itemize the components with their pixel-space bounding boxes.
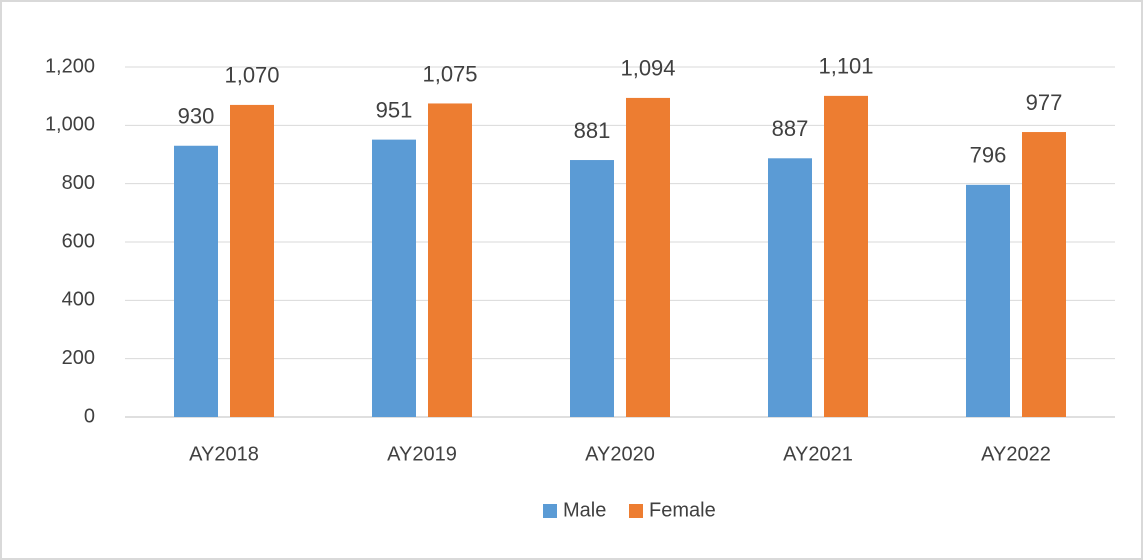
bar (1022, 132, 1066, 417)
bar (824, 95, 868, 417)
x-tick-label: AY2018 (189, 443, 259, 465)
y-tick-label: 800 (62, 172, 95, 194)
legend-swatch (543, 504, 557, 518)
bar (570, 160, 614, 417)
bar (230, 104, 274, 418)
bar (768, 158, 812, 417)
data-label: 1,101 (818, 54, 873, 79)
data-label: 977 (1026, 90, 1063, 115)
y-tick-label: 1,000 (45, 114, 95, 136)
bar (428, 103, 472, 417)
x-tick-label: AY2020 (585, 443, 655, 465)
x-tick-label: AY2019 (387, 443, 457, 465)
data-label: 930 (178, 104, 215, 129)
data-label: 1,075 (422, 61, 477, 86)
legend-label: Female (649, 499, 716, 521)
data-label: 881 (574, 118, 611, 143)
x-tick-label: AY2022 (981, 443, 1051, 465)
legend-swatch (629, 504, 643, 518)
y-tick-label: 200 (62, 347, 95, 369)
bar (372, 139, 416, 417)
bar (966, 184, 1010, 417)
y-tick-label: 1,200 (45, 55, 95, 77)
data-label: 887 (772, 116, 809, 141)
legend-label: Male (563, 499, 606, 521)
data-label: 1,070 (224, 63, 279, 88)
data-label: 951 (376, 97, 413, 122)
bar (626, 97, 670, 418)
data-label: 1,094 (620, 56, 675, 81)
y-tick-label: 600 (62, 230, 95, 252)
data-label: 796 (970, 143, 1007, 168)
x-tick-label: AY2021 (783, 443, 853, 465)
y-tick-label: 400 (62, 289, 95, 311)
bar (174, 145, 218, 417)
y-tick-label: 0 (84, 405, 95, 427)
